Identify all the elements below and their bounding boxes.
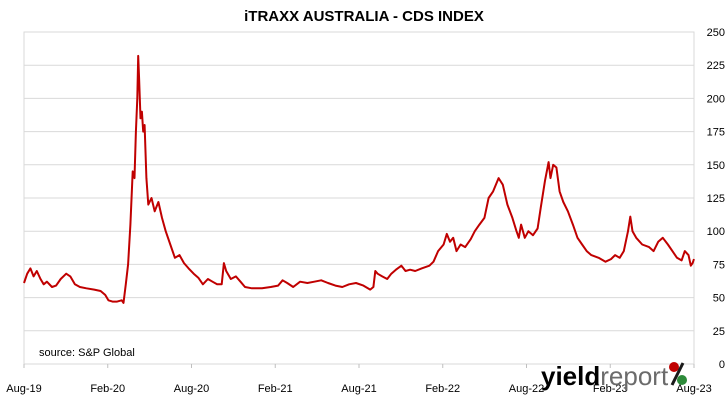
x-tick-label: Aug-20 — [174, 383, 209, 395]
x-tick-label: Aug-23 — [676, 383, 711, 395]
logo-text-light: report — [600, 361, 669, 391]
x-tick-label: Aug-22 — [509, 383, 544, 395]
x-tick-label: Aug-19 — [6, 383, 41, 395]
y-tick-label: 100 — [707, 226, 725, 238]
source-note: source: S&P Global — [39, 347, 135, 359]
y-tick-label: 0 — [719, 359, 725, 371]
y-tick-label: 125 — [707, 193, 725, 205]
gridlines — [23, 31, 695, 365]
x-tick-label: Aug-21 — [341, 383, 376, 395]
x-tick-label: Feb-21 — [258, 383, 293, 395]
y-tick-label: 225 — [707, 60, 725, 72]
svg-text:yieldreport: yieldreport — [541, 361, 669, 391]
y-tick-label: 50 — [713, 293, 725, 305]
chart-title: iTRAXX AUSTRALIA - CDS INDEX — [244, 8, 484, 25]
y-tick-label: 175 — [707, 127, 725, 139]
axes: 0 25 50 75 100 125 150 175 200 225 250 Aug-19 Feb-20… — [6, 27, 725, 395]
y-tick-label: 150 — [707, 160, 725, 172]
series-line-cds-index — [23, 54, 695, 304]
y-tick-label: 250 — [707, 27, 725, 39]
x-tick-label: Feb-22 — [425, 383, 460, 395]
x-tick-label: Feb-20 — [90, 383, 125, 395]
logo-text-bold: yield — [541, 361, 600, 391]
series-layer — [23, 54, 695, 304]
x-tick-label: Feb-23 — [593, 383, 628, 395]
y-tick-label: 25 — [713, 326, 725, 338]
percent-logo-icon — [669, 362, 687, 386]
y-tick-label: 75 — [713, 259, 725, 271]
y-tick-label: 200 — [707, 93, 725, 105]
yieldreport-logo: yieldreport — [541, 361, 687, 391]
